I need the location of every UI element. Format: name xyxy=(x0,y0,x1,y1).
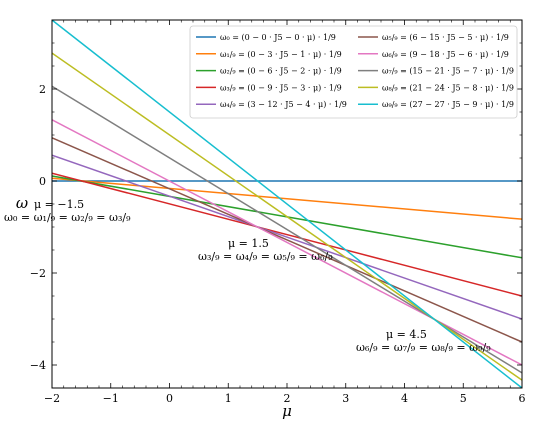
legend: ω₀ = (0 − 0 · J5 − 0 · μ) · 1/9 ω₁/₉ = (0… xyxy=(189,25,518,119)
annotation-equation-1: ω₃/₉ = ω₄/₉ = ω₅/₉ = ω₆/₉ xyxy=(198,250,333,263)
legend-label-1: ω₁/₉ = (0 − 3 · J5 − 1 · μ) · 1/9 xyxy=(220,50,342,59)
legend-label-8: ω₈/₉ = (21 − 24 · J5 − 8 · μ) · 1/9 xyxy=(382,83,514,92)
y-tick-label: −2 xyxy=(30,267,46,280)
plot-lines xyxy=(52,20,522,388)
legend-label-2: ω₂/₉ = (0 − 6 · J5 − 2 · μ) · 1/9 xyxy=(220,67,342,76)
legend-label-5: ω₅/₉ = (6 − 15 · J5 − 5 · μ) · 1/9 xyxy=(382,33,509,42)
x-tick-label: −2 xyxy=(44,392,60,405)
x-tick-label: 5 xyxy=(460,392,467,405)
axis-ticks xyxy=(51,19,523,389)
series-line-8 xyxy=(52,52,522,381)
series-line-7 xyxy=(52,85,522,374)
series-line-1 xyxy=(52,177,522,220)
series-line-3 xyxy=(52,172,522,297)
legend-label-4: ω₄/₉ = (3 − 12 · J5 − 4 · μ) · 1/9 xyxy=(220,100,347,109)
x-tick-label: 1 xyxy=(225,392,232,405)
x-tick-label: 6 xyxy=(519,392,526,405)
y-tick-label: 2 xyxy=(39,83,46,96)
x-axis-title: μ xyxy=(282,402,292,420)
x-tick-label: 3 xyxy=(342,392,349,405)
series-line-5 xyxy=(52,137,522,343)
series-line-9 xyxy=(52,20,522,388)
legend-label-0: ω₀ = (0 − 0 · J5 − 0 · μ) · 1/9 xyxy=(220,33,336,42)
legend-label-7: ω₇/₉ = (15 − 21 · J5 − 7 · μ) · 1/9 xyxy=(382,67,514,76)
annotation-title-0: μ = −1.5 xyxy=(34,198,84,211)
annotations: μ = −1.5ω₀ = ω₁/₉ = ω₂/₉ = ω₃/₉ μ = 1.5ω₃… xyxy=(4,198,491,354)
annotation-title-2: μ = 4.5 xyxy=(386,328,427,341)
series-line-6 xyxy=(52,119,522,366)
annotation-equation-2: ω₆/₉ = ω₇/₉ = ω₈/₉ = ω₉/₉ xyxy=(356,341,491,354)
legend-box xyxy=(189,25,518,119)
x-tick-label: 4 xyxy=(401,392,408,405)
x-tick-label: 2 xyxy=(284,392,291,405)
axis-tick-labels: −2 −1 0 1 2 3 4 5 6 −4 −2 0 2 xyxy=(30,83,526,405)
y-axis-title: ω xyxy=(16,194,28,212)
annotation-equation-0: ω₀ = ω₁/₉ = ω₂/₉ = ω₃/₉ xyxy=(4,211,131,224)
legend-label-6: ω₆/₉ = (9 − 18 · J5 − 6 · μ) · 1/9 xyxy=(382,50,509,59)
annotation-title-1: μ = 1.5 xyxy=(228,237,269,250)
series-line-4 xyxy=(52,154,522,320)
y-tick-label: 0 xyxy=(39,175,46,188)
y-tick-label: −4 xyxy=(30,359,46,372)
x-tick-label: −1 xyxy=(103,392,119,405)
x-tick-label: 0 xyxy=(166,392,173,405)
legend-label-3: ω₃/₉ = (0 − 9 · J5 − 3 · μ) · 1/9 xyxy=(220,83,342,92)
legend-label-9: ω₉/₉ = (27 − 27 · J5 − 9 · μ) · 1/9 xyxy=(382,100,514,109)
